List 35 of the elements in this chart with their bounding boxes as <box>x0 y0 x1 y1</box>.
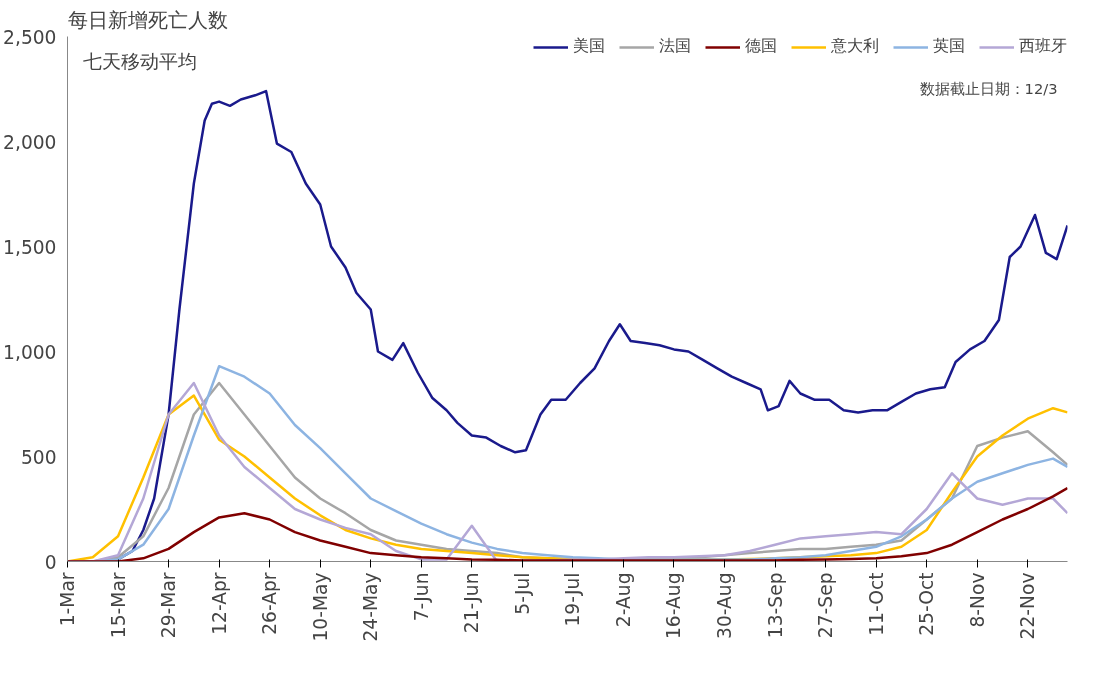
x-tick-label: 22-Nov <box>1017 572 1039 640</box>
x-tick-label: 16-Aug <box>663 572 685 639</box>
y-tick-label: 2,500 <box>3 26 57 48</box>
y-tick-label: 2,000 <box>3 131 57 153</box>
legend-label: 法国 <box>659 36 691 57</box>
x-tick-label: 29-Mar <box>158 572 180 639</box>
y-tick-label: 1,000 <box>3 341 57 363</box>
x-tick-label: 1-Mar <box>57 572 78 627</box>
x-tick-label: 24-May <box>360 572 382 642</box>
legend-label: 意大利 <box>831 36 879 57</box>
annotation: 数据截止日期：12/3 <box>919 79 1058 97</box>
x-tick-label: 7-Jun <box>410 572 432 622</box>
x-tick-label: 5-Jul <box>511 572 533 615</box>
legend-label: 美国 <box>573 36 605 57</box>
x-tick-label: 13-Sep <box>764 572 786 639</box>
y-tick-label: 0 <box>44 551 57 573</box>
chart-title: 每日新增死亡人数 <box>67 7 228 32</box>
annotation: 七天移动平均 <box>82 50 197 72</box>
x-tick-label: 8-Nov <box>966 572 988 628</box>
x-tick-label: 21-Jun <box>461 572 483 634</box>
x-tick-label: 10-May <box>309 572 331 642</box>
x-tick-label: 12-Apr <box>208 572 230 635</box>
legend-label: 西班牙 <box>1019 36 1067 57</box>
y-tick-label: 1,500 <box>3 236 57 258</box>
x-tick-label: 19-Jul <box>562 572 584 627</box>
legend-label: 英国 <box>933 36 965 57</box>
x-tick-label: 15-Mar <box>107 572 129 639</box>
legend-label: 德国 <box>745 36 777 57</box>
x-tick-label: 26-Apr <box>259 572 281 635</box>
y-tick-label: 500 <box>20 446 57 468</box>
x-tick-label: 27-Sep <box>815 572 837 639</box>
x-tick-label: 30-Aug <box>714 572 736 639</box>
x-tick-label: 25-Oct <box>916 572 938 636</box>
x-tick-label: 2-Aug <box>612 572 634 628</box>
x-tick-label: 11-Oct <box>865 572 887 636</box>
